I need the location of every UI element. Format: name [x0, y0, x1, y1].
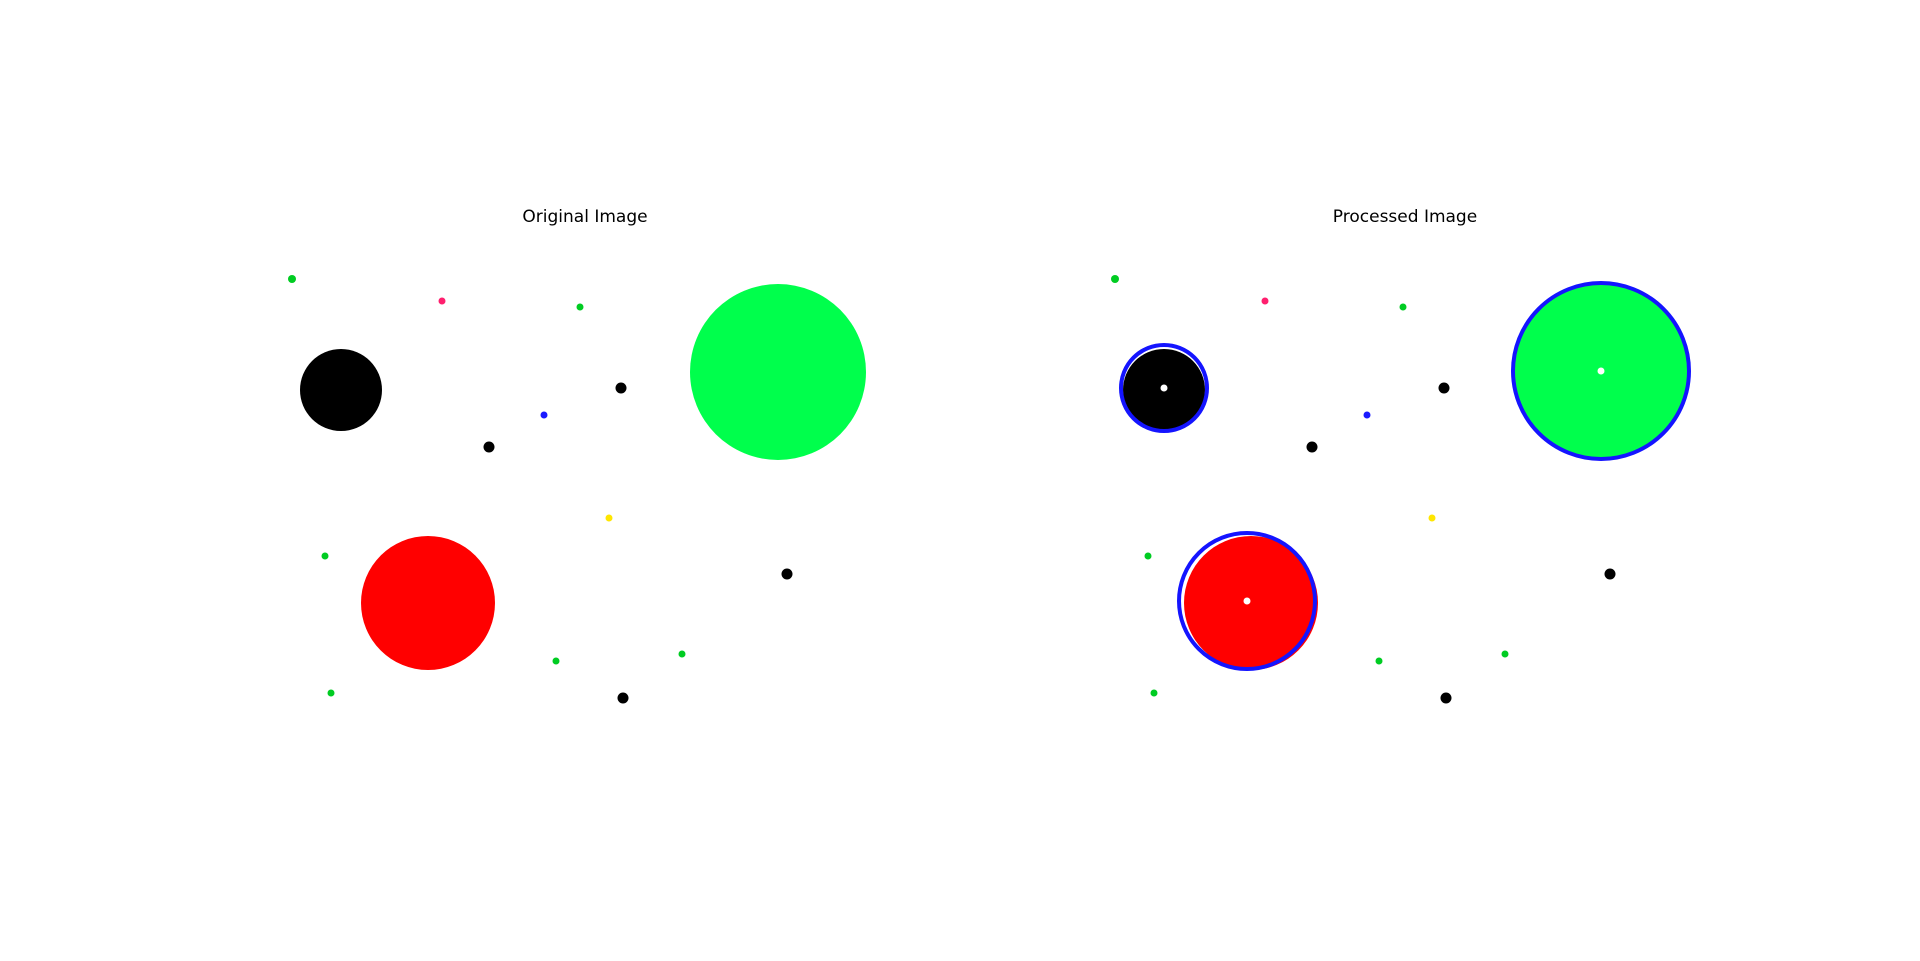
- original-dot-green-5: [552, 657, 560, 665]
- original-dot-black-2: [483, 441, 495, 453]
- original-black-circle: [300, 349, 382, 431]
- processed-red-circle-center-marker: [1243, 597, 1251, 605]
- original-dot-green-2: [576, 303, 584, 311]
- processed-black-circle-center-marker: [1160, 384, 1168, 392]
- processed-red-circle-detection-outline: [1177, 531, 1317, 671]
- original-dot-yellow: [605, 514, 613, 522]
- original-dot-pink: [438, 297, 446, 305]
- processed-dot-yellow: [1428, 514, 1436, 522]
- original-dot-green-6: [327, 689, 335, 697]
- original-dot-black-1: [615, 382, 627, 394]
- original-image-title: Original Image: [522, 207, 648, 227]
- processed-red-circle: [1184, 536, 1318, 670]
- processed-image-title: Processed Image: [1332, 207, 1478, 227]
- original-dot-green-1: [288, 275, 296, 283]
- processed-dot-black-3: [1604, 568, 1616, 580]
- processed-green-circle-center-marker: [1597, 367, 1605, 375]
- original-red-circle: [361, 536, 495, 670]
- original-dot-green-4: [678, 650, 686, 658]
- original-green-circle: [690, 284, 866, 460]
- processed-dot-green-2: [1399, 303, 1407, 311]
- processed-dot-green-4: [1501, 650, 1509, 658]
- original-dot-black-3: [781, 568, 793, 580]
- original-dot-blue: [540, 411, 548, 419]
- processed-black-circle-detection-outline: [1119, 343, 1209, 433]
- processed-dot-pink: [1261, 297, 1269, 305]
- processed-dot-green-6: [1150, 689, 1158, 697]
- processed-dot-black-1: [1438, 382, 1450, 394]
- original-dot-green-3: [321, 552, 329, 560]
- processed-dot-green-5: [1375, 657, 1383, 665]
- processed-dot-green-1: [1111, 275, 1119, 283]
- processed-green-circle-detection-outline: [1511, 281, 1691, 461]
- processed-dot-green-3: [1144, 552, 1152, 560]
- processed-dot-black-4: [1440, 692, 1452, 704]
- original-dot-black-4: [617, 692, 629, 704]
- processed-dot-blue: [1363, 411, 1371, 419]
- processed-dot-black-2: [1306, 441, 1318, 453]
